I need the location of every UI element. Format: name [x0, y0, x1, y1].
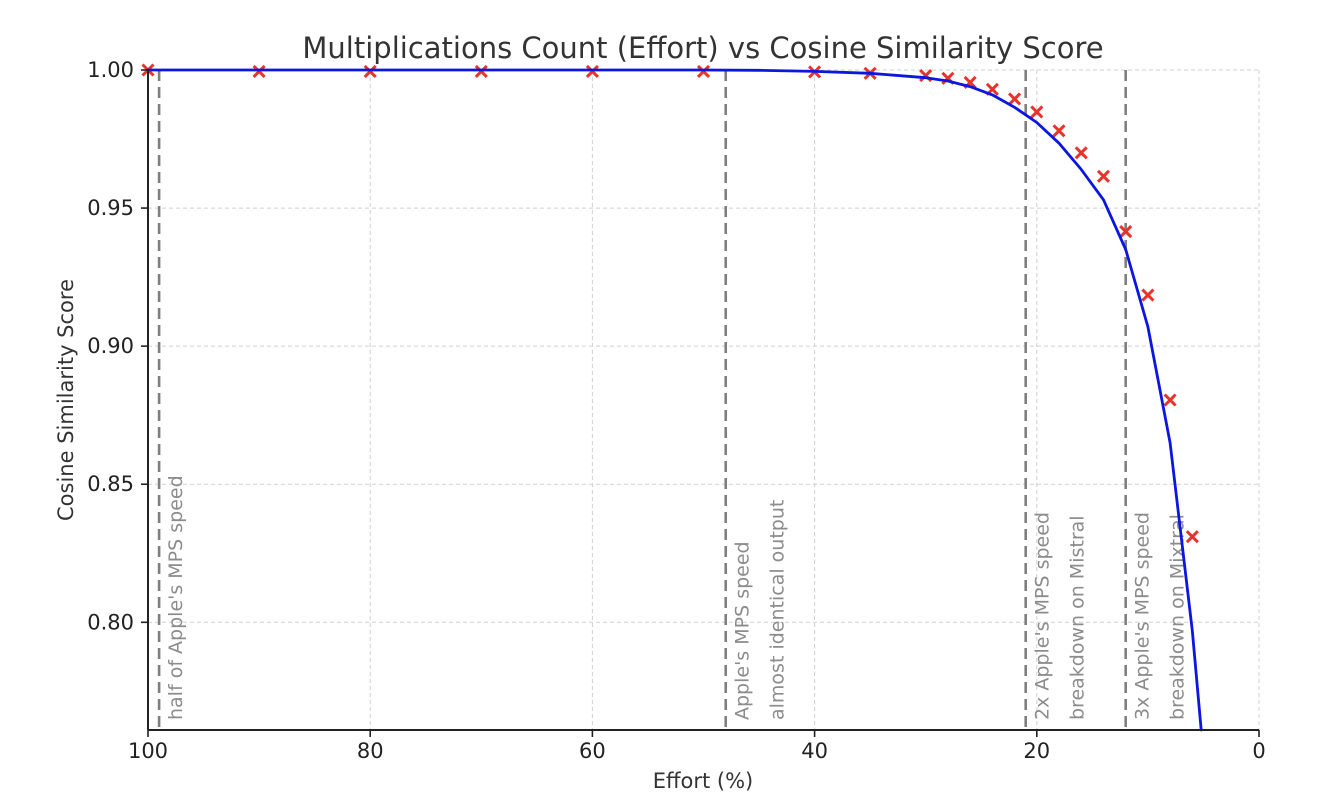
chart-title: Multiplications Count (Effort) vs Cosine… [302, 31, 1103, 65]
marker-stroke [1096, 169, 1111, 183]
y-tick-label: 0.80 [87, 610, 134, 634]
reference-lines: half of Apple's MPS speed Apple's MPS spe… [157, 70, 1189, 730]
data-point-marker [1119, 224, 1133, 239]
y-tick-label: 0.95 [87, 196, 134, 220]
x-axis-label: Effort (%) [653, 769, 753, 793]
x-tick-label: 40 [801, 739, 828, 763]
x-tick-label: 80 [357, 739, 384, 763]
data-series [141, 63, 1203, 732]
reference-line-annotation: almost identical output [767, 500, 789, 720]
fitted-curve-line [146, 68, 1203, 732]
reference-line-annotation: 3x Apple's MPS speed [1132, 512, 1154, 720]
data-point-marker [1096, 169, 1111, 183]
marker-stroke [919, 68, 933, 83]
x-tick-label: 0 [1252, 739, 1265, 763]
data-point-marker [1008, 92, 1022, 106]
marker-stroke [1030, 105, 1044, 119]
marker-stroke [1074, 146, 1088, 160]
marker-stroke [1163, 393, 1177, 407]
x-tick-label: 60 [579, 739, 606, 763]
reference-line-annotation: Apple's MPS speed [732, 541, 754, 720]
x-tick-label: 20 [1023, 739, 1050, 763]
reference-line-annotation: breakdown on Mixtral [1167, 514, 1189, 720]
marker-stroke [1052, 124, 1066, 138]
marker-stroke [1119, 224, 1133, 239]
data-point-marker [1141, 288, 1155, 302]
y-tick-label: 0.90 [87, 334, 134, 358]
data-point-marker [1074, 146, 1088, 160]
marker-stroke [941, 71, 955, 85]
marker-stroke [1008, 92, 1022, 106]
data-point-marker [1052, 124, 1066, 138]
y-tick-label: 0.85 [87, 472, 134, 496]
reference-line-annotation: breakdown on Mistral [1067, 515, 1089, 720]
y-axis-label: Cosine Similarity Score [54, 279, 78, 521]
data-point-marker [1185, 530, 1199, 544]
marker-stroke [1141, 288, 1155, 302]
data-point-marker [1030, 105, 1044, 119]
axes: 100 80 60 40 20 0 0.80 0.85 0.90 0.95 1.00 [87, 58, 1265, 763]
x-tick-label: 100 [128, 739, 168, 763]
reference-line-annotation: 2x Apple's MPS speed [1032, 512, 1054, 720]
data-point-marker [1163, 393, 1177, 407]
y-tick-label: 1.00 [87, 58, 134, 82]
marker-stroke [1185, 530, 1199, 544]
reference-line-annotation: half of Apple's MPS speed [165, 475, 187, 720]
